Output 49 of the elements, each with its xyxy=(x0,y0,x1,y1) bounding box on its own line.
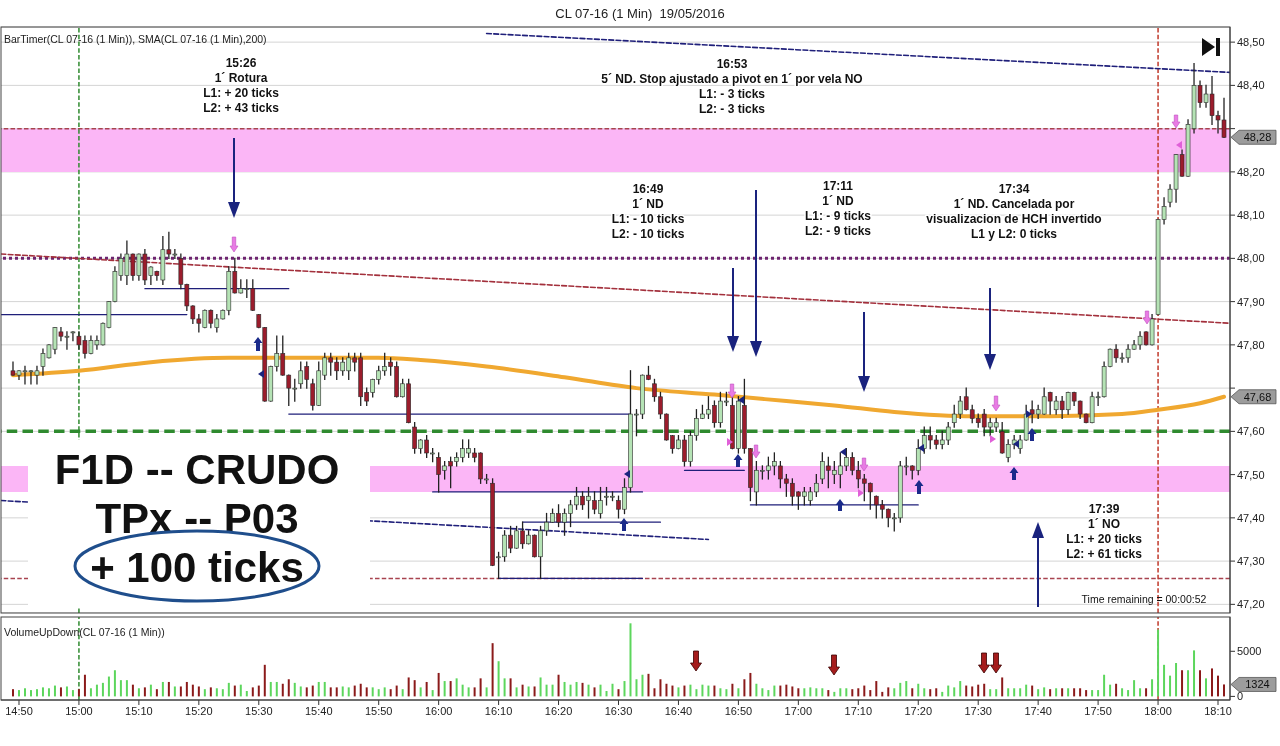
x-tick-label: 17:40 xyxy=(1024,704,1052,717)
y-tick-label: 5000 xyxy=(1237,645,1262,658)
x-tick-label: 15:30 xyxy=(245,704,273,717)
x-tick-label: 18:00 xyxy=(1144,704,1172,717)
chart-title: CL 07-16 (1 Min) 19/05/2016 xyxy=(555,6,725,21)
annotation: F1D -- CRUDO TPx -- P03 + 100 ticks xyxy=(54,446,340,591)
x-tick-label: 16:20 xyxy=(544,704,573,717)
y-tick-label: 48,10 xyxy=(1237,209,1265,222)
annotation: 17:11 1´ ND L1: - 9 ticks L2: - 9 ticks xyxy=(804,179,872,238)
x-tick-label: 17:20 xyxy=(904,704,933,717)
x-tick-label: 16:10 xyxy=(484,704,513,717)
x-tick-label: 15:00 xyxy=(65,704,93,717)
x-tick-label: 15:10 xyxy=(125,704,153,717)
x-tick-label: 16:40 xyxy=(664,704,693,717)
annotation: Time remaining = 00:00:52 xyxy=(1081,593,1207,605)
annotation: 47,68 xyxy=(1243,390,1272,403)
y-tick-label: 47,60 xyxy=(1237,425,1265,438)
annotation: 16:53 5´ ND. Stop ajustado a pivot en 1´ por vela NO L1: - 3 ticks L2: - 3 ticks xyxy=(601,57,863,116)
y-tick-label: 48,40 xyxy=(1237,79,1265,92)
y-tick-label: 47,40 xyxy=(1237,511,1265,524)
annotation: 1324 xyxy=(1245,678,1270,691)
text: BarTimer(CL 07-16 (1 Min)), SMA(CL 07-16 (1 Min),200) xyxy=(4,33,267,45)
y-tick-label: 48,00 xyxy=(1237,252,1265,265)
text: VolumeUpDown(CL 07-16 (1 Min)) xyxy=(4,626,165,638)
y-tick-label: 47,20 xyxy=(1237,598,1265,611)
x-tick-label: 16:00 xyxy=(424,704,453,717)
y-tick-label: 0 xyxy=(1237,690,1244,703)
y-tick-label: 48,20 xyxy=(1237,165,1265,178)
x-tick-label: 17:50 xyxy=(1084,704,1112,717)
x-tick-label: 14:50 xyxy=(5,704,33,717)
annotation: 15:26 1´ Rotura L1: + 20 ticks L2: + 43 ticks xyxy=(203,56,280,115)
y-tick-label: 48,50 xyxy=(1237,36,1265,49)
x-tick-label: 17:00 xyxy=(784,704,813,717)
x-tick-label: 17:10 xyxy=(844,704,873,717)
x-tick-label: 16:30 xyxy=(604,704,633,717)
y-tick-label: 47,50 xyxy=(1237,468,1265,481)
y-tick-label: 47,80 xyxy=(1237,338,1265,351)
y-tick-label: 47,90 xyxy=(1237,295,1265,308)
x-tick-label: 15:20 xyxy=(185,704,213,717)
x-tick-label: 18:10 xyxy=(1204,704,1232,717)
x-tick-label: 17:30 xyxy=(964,704,992,717)
x-tick-label: 15:50 xyxy=(364,704,393,717)
y-tick-label: 47,30 xyxy=(1237,555,1265,568)
annotation: 48,28 xyxy=(1243,131,1272,144)
annotation: 17:34 1´ ND. Cancelada por visualizacion de HCH invertido L1 y L2: 0 ticks xyxy=(926,182,1102,241)
annotation: 16:49 1´ ND L1: - 10 ticks L2: - 10 ticks xyxy=(611,182,685,241)
x-tick-label: 15:40 xyxy=(304,704,333,717)
annotation: 17:39 1´ NO L1: + 20 ticks L2: + 61 ticks xyxy=(1066,502,1143,561)
x-tick-label: 16:50 xyxy=(724,704,753,717)
